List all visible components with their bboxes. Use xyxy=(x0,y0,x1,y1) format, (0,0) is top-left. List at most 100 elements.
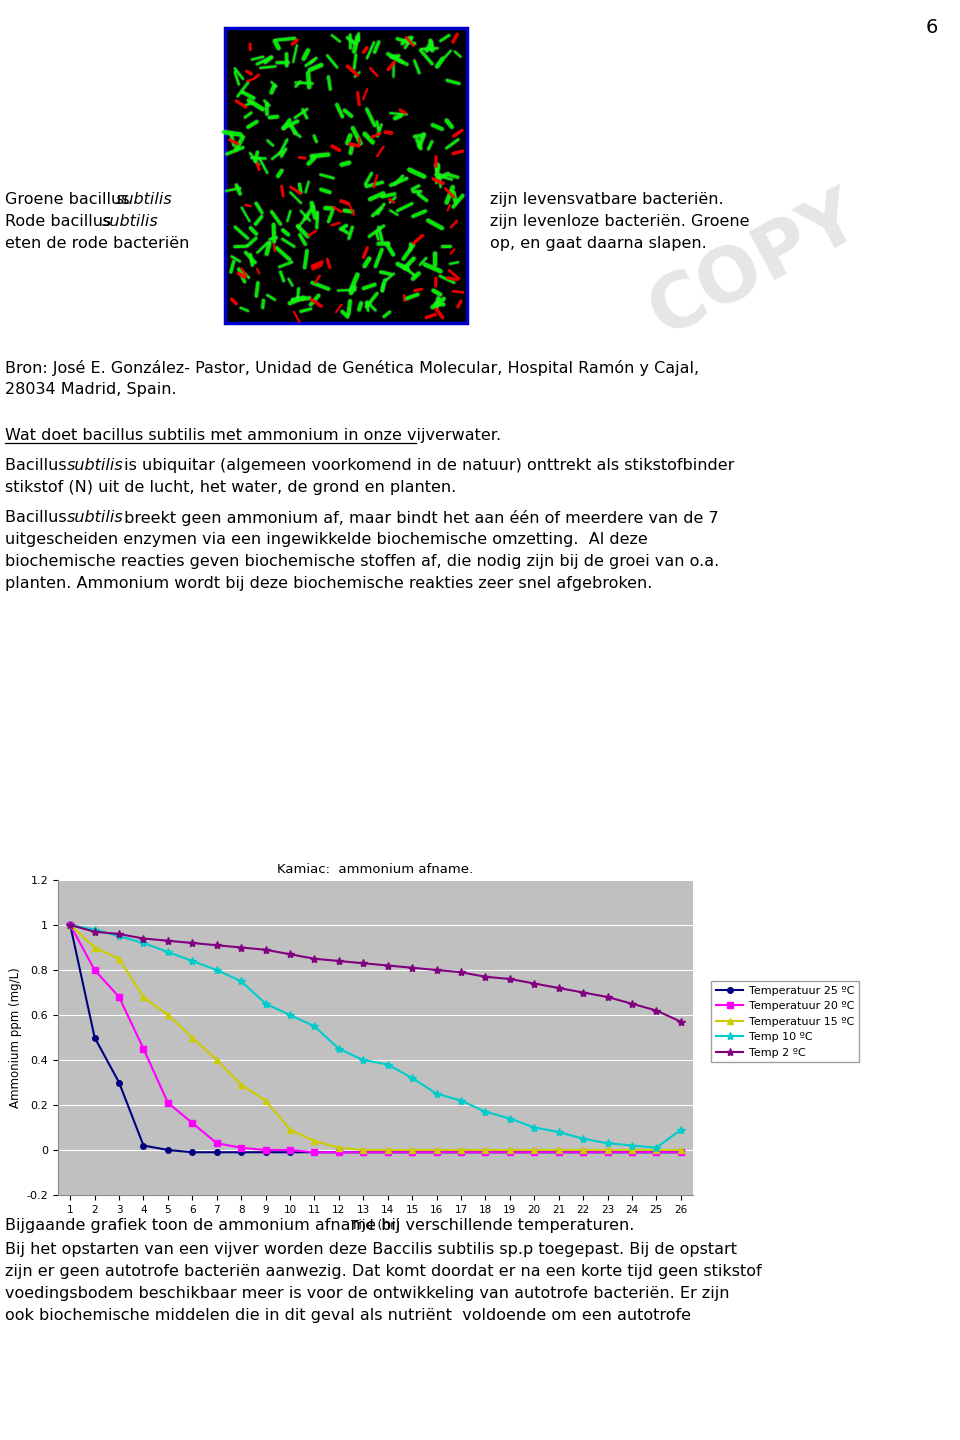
Temperatuur 20 ºC xyxy=(64,916,76,933)
Temp 2 ºC xyxy=(602,988,613,1005)
Bar xyxy=(225,27,467,323)
Text: 6: 6 xyxy=(925,17,938,37)
Temperatuur 25 ºC xyxy=(675,1143,686,1161)
Temp 2 ºC xyxy=(651,1002,662,1020)
Temperatuur 25 ºC xyxy=(357,1143,369,1161)
Temperatuur 15 ºC xyxy=(357,1142,369,1159)
Temperatuur 20 ºC xyxy=(651,1143,662,1161)
Title: Kamiac:  ammonium afname.: Kamiac: ammonium afname. xyxy=(277,863,473,876)
Line: Temperatuur 25 ºC: Temperatuur 25 ºC xyxy=(67,922,684,1155)
Text: Bron: José E. González- Pastor, Unidad de Genética Molecular, Hospital Ramón y C: Bron: José E. González- Pastor, Unidad d… xyxy=(5,360,699,376)
Text: Groene bacillus: Groene bacillus xyxy=(5,192,134,207)
Temp 10 ºC xyxy=(211,962,223,979)
Temperatuur 15 ºC xyxy=(455,1142,467,1159)
Temp 2 ºC xyxy=(577,984,588,1001)
Temp 2 ºC xyxy=(64,916,76,933)
Temperatuur 20 ºC xyxy=(113,988,125,1005)
Temp 2 ºC xyxy=(626,995,637,1012)
Temperatuur 25 ºC xyxy=(211,1143,223,1161)
Text: subtilis: subtilis xyxy=(67,458,124,472)
Temperatuur 25 ºC xyxy=(455,1143,467,1161)
Text: op, en gaat daarna slapen.: op, en gaat daarna slapen. xyxy=(490,236,707,251)
Temp 2 ºC xyxy=(553,979,564,996)
Temperatuur 20 ºC xyxy=(309,1143,321,1161)
Temperatuur 20 ºC xyxy=(235,1139,247,1156)
Temperatuur 15 ºC xyxy=(577,1142,588,1159)
Temp 10 ºC xyxy=(675,1122,686,1139)
Temperatuur 15 ºC xyxy=(480,1142,492,1159)
Temperatuur 25 ºC xyxy=(431,1143,443,1161)
Temperatuur 15 ºC xyxy=(211,1051,223,1068)
Text: subtilis: subtilis xyxy=(115,192,172,207)
Text: uitgescheiden enzymen via een ingewikkelde biochemische omzetting.  Al deze: uitgescheiden enzymen via een ingewikkel… xyxy=(5,531,648,547)
Temp 2 ºC xyxy=(235,939,247,956)
Temperatuur 25 ºC xyxy=(382,1143,394,1161)
Text: Bijgaande grafiek toon de ammonium afname bij verschillende temperaturen.: Bijgaande grafiek toon de ammonium afnam… xyxy=(5,1218,635,1233)
Temperatuur 15 ºC xyxy=(651,1142,662,1159)
Text: zijn levensvatbare bacteriën.: zijn levensvatbare bacteriën. xyxy=(490,192,724,207)
Temp 2 ºC xyxy=(309,950,321,968)
Line: Temp 2 ºC: Temp 2 ºC xyxy=(66,920,684,1025)
Text: zijn levenloze bacteriën. Groene: zijn levenloze bacteriën. Groene xyxy=(490,215,750,229)
Temperatuur 20 ºC xyxy=(333,1143,345,1161)
Temp 2 ºC xyxy=(675,1014,686,1031)
Temperatuur 15 ºC xyxy=(504,1142,516,1159)
Temperatuur 20 ºC xyxy=(480,1143,492,1161)
Temperatuur 25 ºC xyxy=(89,1028,101,1045)
Temperatuur 25 ºC xyxy=(553,1143,564,1161)
Temperatuur 20 ºC xyxy=(211,1135,223,1152)
Temperatuur 25 ºC xyxy=(284,1143,296,1161)
Temperatuur 20 ºC xyxy=(89,962,101,979)
Temp 10 ºC xyxy=(382,1056,394,1073)
Temperatuur 25 ºC xyxy=(309,1143,321,1161)
Temp 10 ºC xyxy=(480,1103,492,1120)
Temp 10 ºC xyxy=(626,1136,637,1153)
Temperatuur 25 ºC xyxy=(626,1143,637,1161)
Temp 10 ºC xyxy=(162,943,174,960)
Temperatuur 20 ºC xyxy=(406,1143,418,1161)
Temperatuur 25 ºC xyxy=(64,916,76,933)
Temp 10 ºC xyxy=(333,1040,345,1057)
Temperatuur 20 ºC xyxy=(284,1142,296,1159)
Text: 28034 Madrid, Spain.: 28034 Madrid, Spain. xyxy=(5,382,177,397)
Text: subtilis: subtilis xyxy=(67,510,124,526)
Temperatuur 15 ºC xyxy=(431,1142,443,1159)
Temperatuur 25 ºC xyxy=(480,1143,492,1161)
Temp 10 ºC xyxy=(64,916,76,933)
Text: COPY: COPY xyxy=(637,179,873,351)
Text: Wat doet bacillus subtilis met ammonium in onze vijverwater.: Wat doet bacillus subtilis met ammonium … xyxy=(5,428,501,444)
Temperatuur 20 ºC xyxy=(162,1094,174,1112)
Temp 10 ºC xyxy=(577,1130,588,1148)
Temp 10 ºC xyxy=(137,935,149,952)
Temperatuur 25 ºC xyxy=(651,1143,662,1161)
Temperatuur 25 ºC xyxy=(333,1143,345,1161)
Temperatuur 15 ºC xyxy=(162,1007,174,1024)
Temp 10 ºC xyxy=(89,920,101,937)
Line: Temp 10 ºC: Temp 10 ºC xyxy=(66,920,684,1152)
Text: is ubiquitar (algemeen voorkomend in de natuur) onttrekt als stikstofbinder: is ubiquitar (algemeen voorkomend in de … xyxy=(119,458,734,472)
Temperatuur 25 ºC xyxy=(113,1074,125,1092)
Temperatuur 20 ºC xyxy=(455,1143,467,1161)
Temp 2 ºC xyxy=(357,955,369,972)
Temp 2 ºC xyxy=(455,963,467,981)
Text: biochemische reacties geven biochemische stoffen af, die nodig zijn bij de groei: biochemische reacties geven biochemische… xyxy=(5,554,719,569)
Text: stikstof (N) uit de lucht, het water, de grond en planten.: stikstof (N) uit de lucht, het water, de… xyxy=(5,480,456,495)
Temp 10 ºC xyxy=(113,927,125,945)
Temp 10 ºC xyxy=(235,972,247,989)
Text: voedingsbodem beschikbaar meer is voor de ontwikkeling van autotrofe bacteriën. : voedingsbodem beschikbaar meer is voor d… xyxy=(5,1286,730,1300)
Temperatuur 20 ºC xyxy=(626,1143,637,1161)
Temp 10 ºC xyxy=(284,1007,296,1024)
Temperatuur 20 ºC xyxy=(553,1143,564,1161)
Temperatuur 15 ºC xyxy=(64,916,76,933)
Text: eten de rode bacteriën: eten de rode bacteriën xyxy=(5,236,189,251)
Temp 2 ºC xyxy=(406,959,418,976)
Temp 2 ºC xyxy=(529,975,540,992)
Temperatuur 15 ºC xyxy=(602,1142,613,1159)
X-axis label: Tijd (hr): Tijd (hr) xyxy=(351,1218,400,1231)
Text: Bacillus: Bacillus xyxy=(5,458,72,472)
Temperatuur 15 ºC xyxy=(529,1142,540,1159)
Temperatuur 15 ºC xyxy=(382,1142,394,1159)
Temperatuur 20 ºC xyxy=(529,1143,540,1161)
Temp 10 ºC xyxy=(504,1110,516,1128)
Text: Rode bacillus: Rode bacillus xyxy=(5,215,116,229)
